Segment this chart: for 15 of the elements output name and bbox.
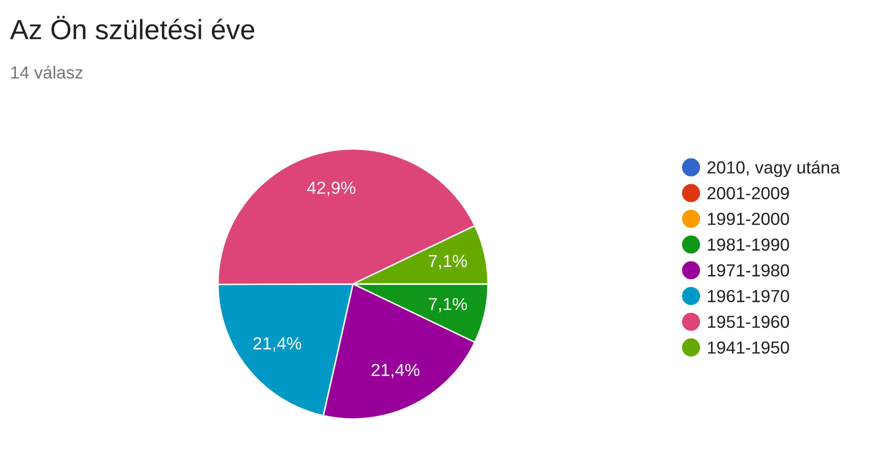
- text: 14 válasz: [11, 66, 82, 79]
- legend-label: 1941-1950: [708, 341, 790, 354]
- data-label: 21,4%: [372, 364, 420, 378]
- legend-label: 1981-1990: [708, 238, 790, 251]
- legend-label: 1951-1960: [708, 316, 790, 328]
- legend-label: 2010, vagy utána: [708, 160, 840, 178]
- data-label: 42,9%: [307, 182, 356, 196]
- legend-label: 2001-2009: [708, 187, 789, 200]
- chart-title: Az Ön születési éve: [10, 16, 254, 40]
- data-label: 7,1%: [428, 254, 467, 270]
- data-label: 7,1%: [428, 298, 467, 312]
- data-label: 21,4%: [253, 337, 302, 352]
- legend-label: 1991-2000: [708, 212, 790, 226]
- legend-label: 1971-1980: [708, 264, 790, 277]
- legend-label: 1961-1970: [708, 290, 790, 302]
